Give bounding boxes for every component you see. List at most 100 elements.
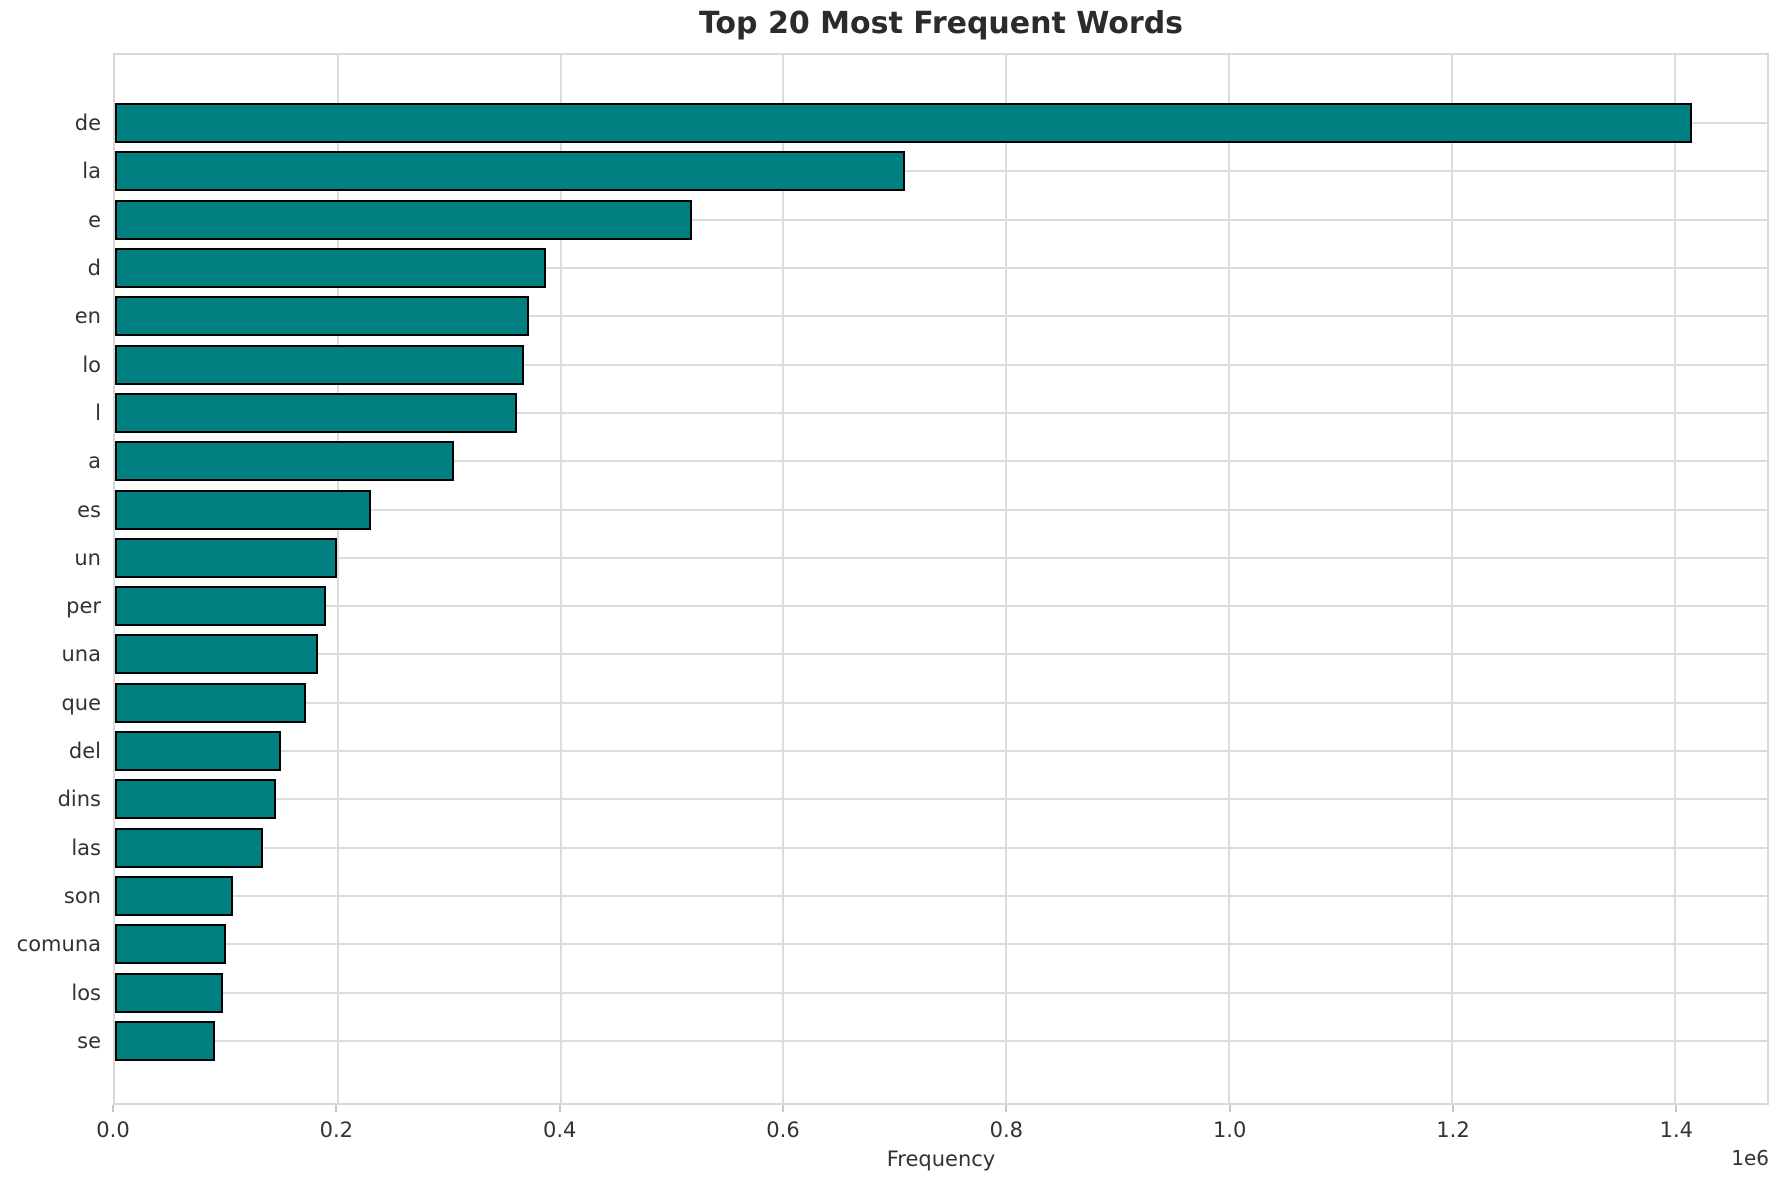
bar [115,682,307,723]
bar-row: una [62,630,1767,678]
x-tick-mark [335,1105,338,1112]
x-tick-mark [1675,1105,1678,1112]
y-tick-label: a [88,449,101,474]
y-tick-label: la [82,159,101,184]
x-tick-mark [781,1105,784,1112]
y-tick-label: una [61,642,102,667]
bar-row: de [75,99,1767,147]
gridline-vertical [1450,55,1453,1103]
x-tick-mark [1451,1105,1454,1112]
bar-row: a [88,437,1767,485]
bar [115,924,226,965]
bar [115,731,281,772]
y-tick-label: dins [57,787,101,812]
gridline-horizontal [115,460,1767,463]
bar-row: l [95,389,1767,437]
bar [115,827,263,868]
y-tick-label: que [61,690,101,715]
gridline-horizontal [115,363,1767,366]
gridline-horizontal [115,411,1767,414]
x-tick-label: 0.0 [96,1118,130,1142]
x-tick-mark [1228,1105,1231,1112]
y-tick-label: se [77,1028,101,1053]
gridline-horizontal [115,508,1767,511]
x-tick-mark [1005,1105,1008,1112]
bar-row: e [88,196,1767,244]
gridline-horizontal [115,605,1767,608]
bar-row: per [66,582,1767,630]
bar [115,779,277,820]
bar-row: comuna [17,920,1767,968]
y-tick-label: per [66,594,101,619]
bar-row: se [77,1017,1767,1065]
bar [115,1020,215,1061]
bar [115,199,692,240]
bar [115,441,455,482]
bar [115,489,371,530]
bar-row: las [71,824,1767,872]
gridline-horizontal [115,218,1767,221]
gridline-horizontal [115,1039,1767,1042]
bar [115,876,233,916]
gridline-horizontal [115,943,1767,946]
x-tick-label: 0.2 [319,1118,354,1142]
bar-row: en [75,292,1767,340]
y-tick-label: comuna [16,932,101,957]
gridline-vertical [336,55,339,1103]
y-tick-label: del [68,739,101,764]
gridline-horizontal [115,895,1767,897]
y-tick-label: es [77,497,101,522]
bar [115,151,906,192]
x-axis-title: Frequency [886,1147,996,1171]
x-tick-label: 1.0 [1212,1118,1247,1142]
bar [115,634,319,675]
bar-row: lo [82,341,1767,389]
x-tick-mark [558,1105,561,1112]
chart-title: Top 20 Most Frequent Words [698,6,1184,41]
y-tick-label: lo [82,352,101,377]
gridline-vertical [559,55,562,1103]
gridline-vertical [1227,55,1230,1103]
y-tick-label: un [74,545,101,570]
bar-row: es [77,486,1767,534]
y-tick-label: l [95,400,101,425]
x-tick-label: 1.2 [1436,1118,1470,1142]
bar [115,972,223,1013]
y-tick-label: e [88,207,101,232]
x-tick-label: 0.4 [542,1118,577,1142]
bar [115,103,1692,143]
y-tick-label: los [71,980,101,1005]
bar-row: la [82,147,1767,195]
gridline-horizontal [115,846,1767,849]
y-tick-label: son [63,884,101,908]
gridline-horizontal [115,750,1767,753]
gridline-vertical [1673,55,1676,1103]
bar [115,344,525,385]
bar [115,537,338,578]
bar-row: un [74,534,1767,582]
bar-row: los [71,969,1767,1017]
gridline-horizontal [115,170,1767,173]
bar-row: que [61,679,1767,727]
bar-row: d [88,244,1767,292]
gridline-vertical [1005,55,1008,1103]
gridline-horizontal [115,991,1767,994]
bar-rows: de la e d en lo l a es un per una que del dins las son co… [17,55,1767,1103]
x-axis: 0.0 0.2 0.4 0.6 0.8 1.0 1.2 1.4 [96,1105,1769,1151]
gridline-horizontal [115,701,1767,704]
gridline-horizontal [115,266,1767,269]
bar [115,392,517,433]
gridline-horizontal [115,798,1767,801]
bar [115,586,327,627]
gridline-horizontal [115,653,1767,656]
x-tick-label: 1.4 [1659,1118,1694,1142]
x-tick-label: 0.6 [766,1118,800,1142]
y-tick-label: d [87,255,101,280]
x-tick-label: 0.8 [989,1118,1024,1142]
y-tick-label: de [74,111,101,135]
bar [115,296,529,337]
y-tick-label: en [74,304,101,329]
gridline-horizontal [115,315,1767,318]
x-tick-mark [112,1105,114,1112]
